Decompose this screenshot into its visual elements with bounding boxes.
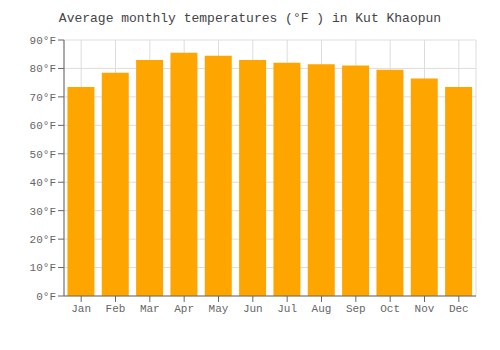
svg-text:70°F: 70°F — [30, 92, 56, 104]
svg-text:Oct: Oct — [380, 303, 400, 315]
svg-text:Feb: Feb — [106, 303, 126, 315]
svg-text:60°F: 60°F — [30, 120, 56, 132]
svg-text:20°F: 20°F — [30, 234, 56, 246]
svg-text:90°F: 90°F — [30, 35, 56, 47]
svg-text:80°F: 80°F — [30, 63, 56, 75]
svg-text:Aug: Aug — [312, 303, 332, 315]
svg-text:May: May — [209, 303, 229, 315]
html-text:Average monthly temperatures (: Average monthly temperatures (°F ) in Ku… — [58, 11, 442, 26]
svg-text:Apr: Apr — [174, 303, 194, 315]
svg-text:30°F: 30°F — [30, 206, 56, 218]
svg-text:0°F: 0°F — [36, 291, 56, 303]
svg-text:50°F: 50°F — [30, 149, 56, 161]
svg-text:Jul: Jul — [277, 303, 297, 315]
svg-text:Mar: Mar — [140, 303, 160, 315]
svg-text:Sep: Sep — [346, 303, 366, 315]
svg-text:Nov: Nov — [415, 303, 435, 315]
svg-text:Jun: Jun — [243, 303, 263, 315]
svg-text:Dec: Dec — [449, 303, 469, 315]
svg-text:10°F: 10°F — [30, 262, 56, 274]
svg-text:40°F: 40°F — [30, 177, 56, 189]
svg-text:Jan: Jan — [71, 303, 91, 315]
